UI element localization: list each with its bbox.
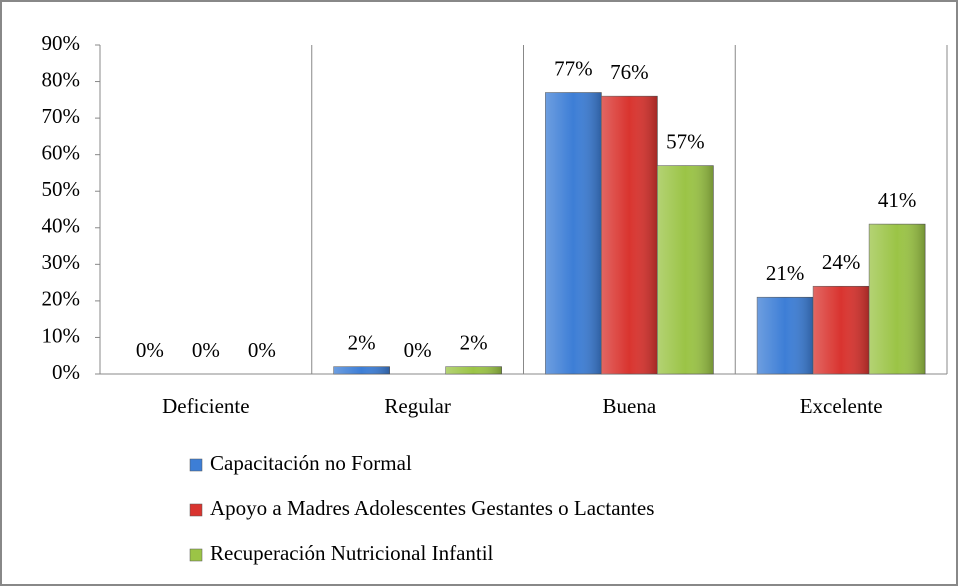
y-tick-label: 50% xyxy=(42,177,81,201)
value-label: 0% xyxy=(404,338,432,362)
x-tick-label: Deficiente xyxy=(162,394,249,418)
legend-label: Apoyo a Madres Adolescentes Gestantes o … xyxy=(210,496,654,520)
legend-label: Recuperación Nutricional Infantil xyxy=(210,541,494,565)
bar-shade xyxy=(757,297,814,374)
y-tick-label: 90% xyxy=(42,31,81,55)
y-tick-label: 40% xyxy=(42,214,81,238)
value-label: 24% xyxy=(822,250,861,274)
y-tick-label: 60% xyxy=(42,140,81,164)
y-tick-label: 0% xyxy=(52,360,80,384)
value-label: 2% xyxy=(348,331,376,355)
y-tick-label: 20% xyxy=(42,287,81,311)
bar-shade xyxy=(333,366,390,374)
x-tick-label: Buena xyxy=(603,394,657,418)
value-label: 0% xyxy=(248,338,276,362)
bar-shade xyxy=(869,224,926,374)
bar-shade xyxy=(445,366,502,374)
x-tick-label: Excelente xyxy=(800,394,883,418)
value-label: 0% xyxy=(192,338,220,362)
value-label: 76% xyxy=(610,60,649,84)
value-label: 2% xyxy=(460,331,488,355)
bar-shade xyxy=(601,96,658,374)
legend-swatch xyxy=(189,503,203,517)
legend-swatch xyxy=(189,548,203,562)
x-tick-label: Regular xyxy=(384,394,450,418)
y-tick-label: 10% xyxy=(42,323,81,347)
value-label: 57% xyxy=(666,129,705,153)
bar-shade xyxy=(657,165,714,374)
value-label: 0% xyxy=(136,338,164,362)
y-tick-label: 70% xyxy=(42,104,81,128)
y-tick-label: 80% xyxy=(42,67,81,91)
value-label: 41% xyxy=(878,188,917,212)
value-label: 21% xyxy=(766,261,805,285)
bar-shade xyxy=(813,286,870,374)
legend-label: Capacitación no Formal xyxy=(210,451,412,475)
legend-swatch xyxy=(189,458,203,472)
y-tick-label: 30% xyxy=(42,250,81,274)
value-label: 77% xyxy=(554,56,593,80)
bar-shade xyxy=(545,92,602,375)
